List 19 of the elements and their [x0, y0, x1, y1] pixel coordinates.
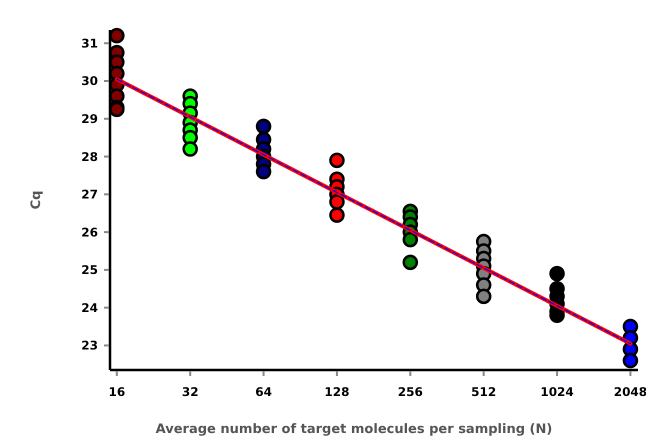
x-tick-label: 256	[398, 385, 423, 399]
x-tick-label: 512	[471, 385, 496, 399]
x-tick-label: 1024	[540, 385, 574, 399]
y-tick-label: 29	[81, 112, 98, 126]
y-tick-label: 24	[81, 300, 98, 315]
y-tick-label: 27	[81, 188, 98, 202]
x-axis-title: Average number of target molecules per sampling (N)	[156, 422, 552, 437]
y-tick-label: 23	[81, 338, 98, 353]
y-tick-label: 26	[81, 225, 98, 240]
x-tick-label: 2048	[614, 385, 646, 399]
x-tick-label: 32	[182, 385, 199, 399]
x-tick-label: 64	[255, 385, 272, 399]
x-tick-label: 128	[324, 385, 350, 399]
y-tick-label: 30	[81, 74, 98, 88]
y-tick-label: 25	[81, 263, 98, 278]
y-tick-label: 28	[81, 150, 98, 164]
x-tick-label: 16	[108, 385, 126, 399]
y-axis-title: Cq	[29, 190, 44, 210]
y-tick-label: 31	[81, 36, 98, 50]
